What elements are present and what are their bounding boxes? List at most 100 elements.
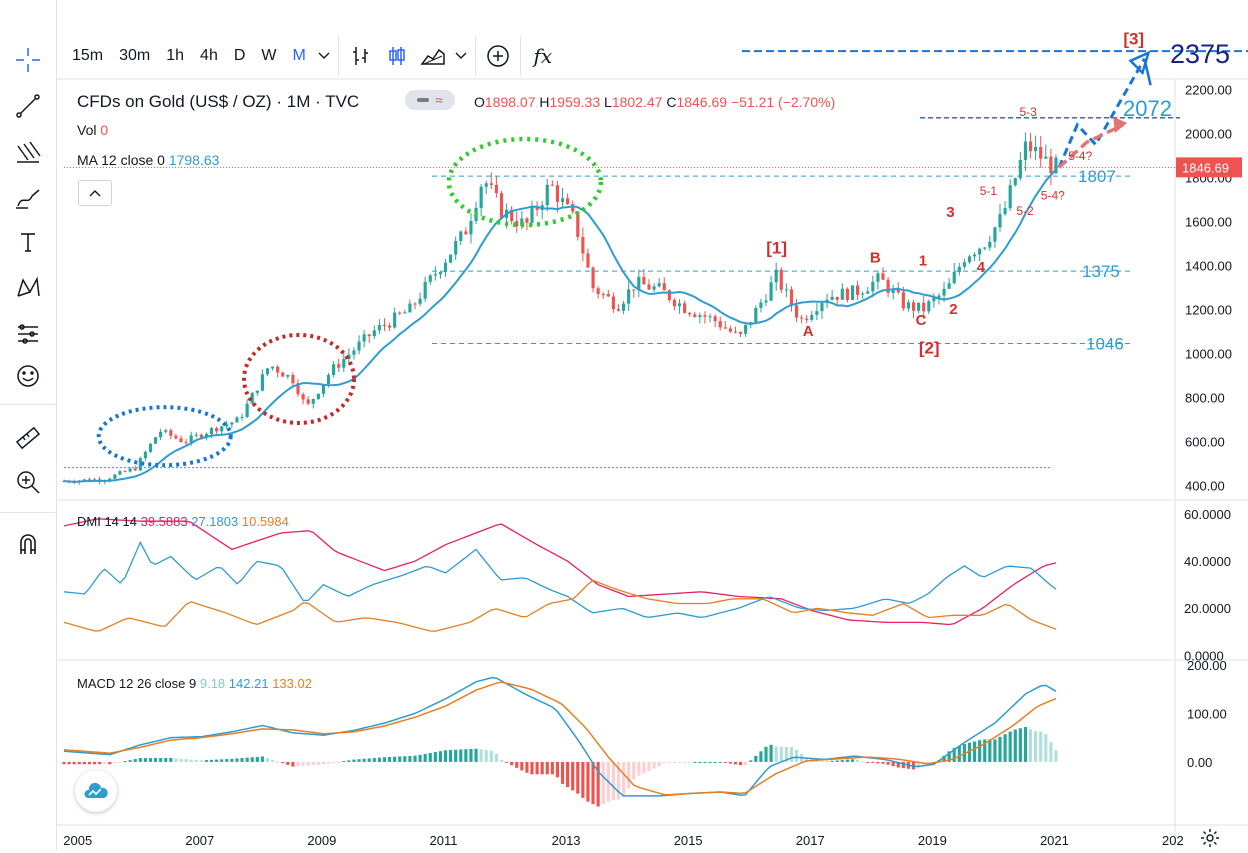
- candle: [454, 241, 458, 255]
- low-value: 1802.47: [611, 94, 663, 110]
- x-tick-label: 2007: [185, 833, 214, 848]
- timeframe-15m[interactable]: 15m: [72, 47, 104, 64]
- candle: [606, 294, 610, 297]
- timeframe-30m[interactable]: 30m: [119, 47, 151, 64]
- candle: [1049, 156, 1053, 174]
- candle: [586, 253, 590, 268]
- bar-style-icon[interactable]: [343, 38, 379, 74]
- candle: [621, 303, 626, 311]
- candle: [393, 312, 397, 328]
- emoji-icon[interactable]: [10, 358, 46, 394]
- macd-histogram: [62, 726, 1058, 807]
- area-style-icon[interactable]: [415, 38, 451, 74]
- candle: [962, 262, 966, 267]
- wave-label: 5-4?: [1068, 149, 1092, 163]
- symbol-name[interactable]: CFDs on Gold (US$ / OZ): [77, 92, 272, 111]
- open-label: O: [474, 94, 485, 110]
- fib-tool-icon[interactable]: [10, 134, 46, 170]
- candle-style-icon[interactable]: [379, 38, 415, 74]
- candle: [866, 291, 870, 294]
- macd-histogram-bar: [194, 759, 198, 762]
- volume-label: Vol: [77, 122, 97, 138]
- macd-histogram-bar: [1054, 750, 1058, 762]
- trend-line-icon[interactable]: [10, 88, 46, 124]
- candle: [357, 341, 361, 351]
- macd-histogram-bar: [276, 761, 280, 763]
- magnet-icon[interactable]: [10, 526, 46, 562]
- macd-histogram-bar: [174, 758, 178, 762]
- macd-histogram-bar: [240, 758, 244, 762]
- macd-histogram-bar: [148, 758, 153, 762]
- candle: [601, 294, 605, 296]
- candle: [494, 184, 498, 194]
- candle: [988, 241, 992, 248]
- macd-histogram-bar: [845, 759, 849, 762]
- wave-label: 5-2: [1016, 204, 1034, 218]
- candle: [784, 289, 788, 291]
- macd-histogram-bar: [164, 758, 168, 762]
- toolbar-separator: [519, 36, 521, 76]
- ma-legend[interactable]: MA 12 close 0 1798.63: [77, 152, 219, 168]
- macd-histogram-bar: [871, 761, 875, 763]
- macd-histogram-bar: [983, 739, 987, 762]
- candle: [377, 324, 381, 331]
- legend-dot: ·: [276, 92, 283, 111]
- candle: [515, 221, 519, 227]
- candle: [718, 321, 722, 328]
- candle: [189, 435, 193, 443]
- macd-histogram-bar: [72, 761, 76, 765]
- candle: [642, 276, 646, 285]
- candle: [438, 272, 443, 275]
- macd-histogram-bar: [657, 761, 661, 767]
- volume-legend[interactable]: Vol 0: [77, 122, 108, 138]
- text-tool-icon[interactable]: [10, 224, 46, 260]
- macd-histogram-bar: [952, 747, 956, 762]
- macd-histogram-bar: [459, 749, 463, 762]
- chevron-down-icon[interactable]: [451, 38, 471, 74]
- go-to-realtime-button[interactable]: [75, 770, 117, 812]
- timeframe-4h[interactable]: 4h: [200, 47, 218, 64]
- add-indicator-icon[interactable]: [480, 38, 516, 74]
- chevron-down-icon[interactable]: [314, 38, 334, 74]
- dmi-legend[interactable]: DMI 14 14 39.5883 27.1803 10.5984: [77, 514, 289, 529]
- candle: [403, 312, 407, 314]
- dmi-tick-label: 0.0000: [1184, 648, 1224, 663]
- macd-label: MACD 12 26 close 9: [77, 676, 197, 691]
- wave-label: 4: [977, 259, 986, 276]
- collapse-legend-button[interactable]: [78, 180, 112, 206]
- macd-legend[interactable]: MACD 12 26 close 9 9.18 142.21 133.02: [77, 676, 312, 691]
- highlight-ellipse-blue: [96, 405, 233, 468]
- ruler-icon[interactable]: [10, 420, 46, 456]
- timeframe-m[interactable]: M: [292, 47, 306, 64]
- macd-histogram-bar: [957, 745, 961, 762]
- macd-histogram-bar: [245, 757, 249, 762]
- macd-histogram-bar: [189, 759, 193, 762]
- macd-histogram-bar: [571, 761, 575, 791]
- pattern-tool-icon[interactable]: [10, 270, 46, 306]
- macd-histogram-bar: [693, 761, 697, 763]
- zoom-in-icon[interactable]: [10, 464, 46, 500]
- timeframe-w[interactable]: W: [261, 47, 277, 64]
- projection-pullback: [1143, 58, 1152, 86]
- candle: [677, 303, 682, 307]
- timeframe-d[interactable]: D: [233, 47, 246, 64]
- candle: [113, 474, 117, 479]
- indicators-fx-button[interactable]: fx: [533, 44, 553, 68]
- timeframe-1h[interactable]: 1h: [166, 47, 185, 64]
- settings-gear-icon[interactable]: [1200, 828, 1220, 848]
- macd-histogram-bar: [291, 761, 295, 767]
- candle: [1003, 208, 1007, 215]
- macd-histogram-bar: [377, 757, 381, 762]
- brush-icon[interactable]: [10, 180, 46, 216]
- forecast-tool-icon[interactable]: [10, 316, 46, 352]
- macd-histogram-bar: [764, 746, 768, 762]
- macd-histogram-bar: [515, 761, 519, 768]
- open-value: 1898.07: [484, 94, 536, 110]
- market-status-badge[interactable]: ≈: [405, 90, 455, 110]
- crosshair-icon[interactable]: [10, 42, 46, 78]
- macd-histogram-bar: [347, 760, 351, 762]
- candle: [830, 296, 834, 300]
- dmi-adx-value: 10.5984: [241, 514, 289, 529]
- macd-histogram-bar: [1039, 731, 1043, 762]
